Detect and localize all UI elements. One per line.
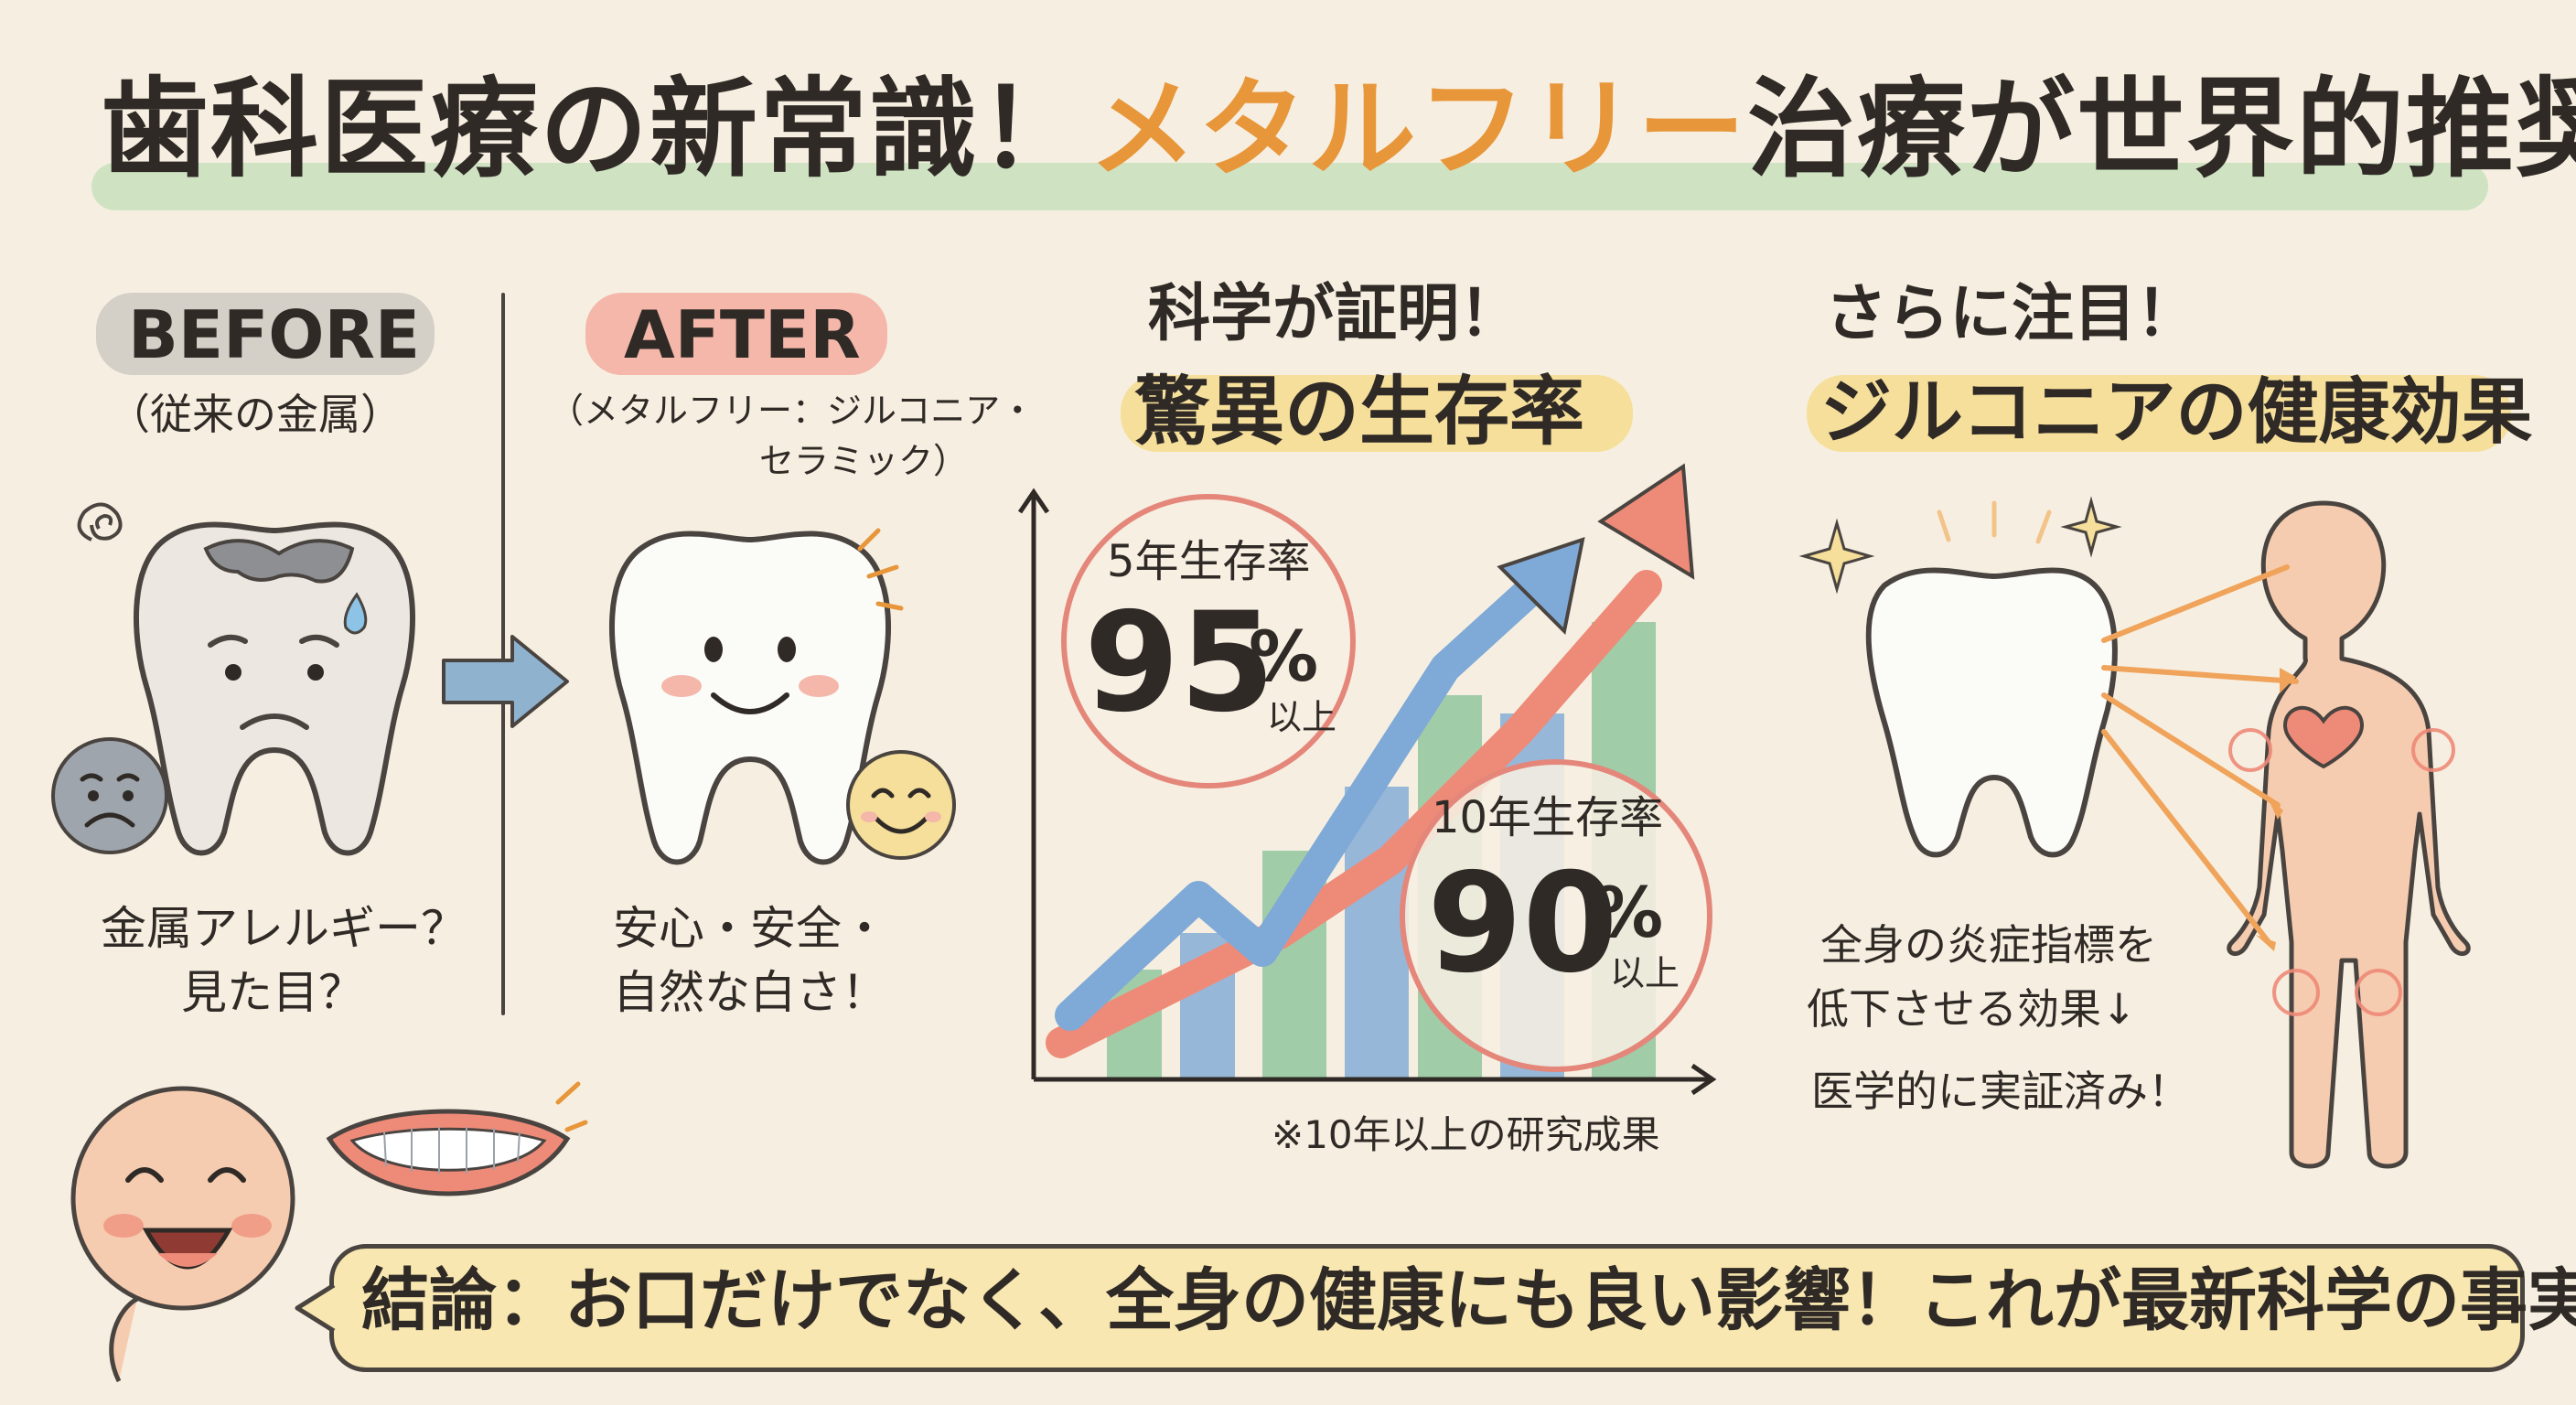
- stat-5yr-unit: %: [1249, 616, 1319, 697]
- health-caption-2: 低下させる効果↓: [1807, 984, 2137, 1034]
- stat-5yr-label: 5年生存率: [1107, 536, 1311, 587]
- before-heading-highlight: [96, 293, 435, 375]
- conclusion-pointer: [295, 1282, 336, 1334]
- smiling-mouth-icon: [326, 1081, 588, 1196]
- before-heading: BEFORE: [128, 296, 421, 373]
- after-heading-highlight: [585, 293, 887, 375]
- health-caption-3: 医学的に実証済み！: [1811, 1067, 2190, 1116]
- title-accent: メタルフリー: [1089, 66, 1748, 192]
- before-subtitle: （従来の金属）: [108, 390, 402, 439]
- before-after-divider: [501, 293, 505, 1015]
- science-footnote: ※10年以上の研究成果: [1272, 1112, 1660, 1157]
- stat-10yr-value: 90: [1427, 844, 1618, 1003]
- conclusion-text: 結論：お口だけでなく、全身の健康にも良い影響！これが最新科学の事実。: [361, 1261, 2576, 1340]
- science-heading-highlight: [1121, 375, 1633, 452]
- human-body-icon: [2227, 500, 2471, 1169]
- title-highlight: [91, 163, 2488, 210]
- conclusion-box: [329, 1244, 2525, 1372]
- arrow-right-icon: [442, 635, 569, 728]
- stat-10yr-unit: %: [1594, 872, 1664, 953]
- sparkling-tooth-icon: [1798, 496, 2122, 858]
- after-heading: AFTER: [624, 296, 861, 373]
- title-tail: 治療が世界的推奨: [1747, 66, 2576, 192]
- happy-tooth-icon: [608, 528, 904, 865]
- worried-tooth-icon: [77, 502, 416, 856]
- before-caption-1: 金属アレルギー？: [101, 902, 467, 955]
- after-subtitle-2: セラミック）: [759, 441, 969, 481]
- before-caption-2: 見た目？: [181, 966, 364, 1019]
- health-heading-2: ジルコニアの健康効果: [1820, 371, 2533, 454]
- stat-5yr-value: 95: [1084, 584, 1275, 743]
- smile-face-icon: [846, 750, 956, 860]
- health-ray-arrows: [2101, 564, 2299, 951]
- science-heading-1: 科学が証明！: [1148, 278, 1522, 350]
- science-heading-2: 驚異の生存率: [1134, 369, 1585, 456]
- after-subtitle-1: （メタルフリー：ジルコニア・: [549, 391, 1036, 431]
- after-caption-2: 自然な白さ！: [613, 966, 887, 1019]
- health-caption-1: 全身の炎症指標を: [1820, 920, 2157, 970]
- stat-5yr-suffix: 以上: [1267, 697, 1337, 737]
- heart-icon: [2283, 705, 2364, 769]
- title-main: 歯科医療の新常識！: [101, 66, 1089, 192]
- stat-10yr-badge: [1400, 759, 1712, 1072]
- health-heading-1: さらに注目！: [1825, 278, 2199, 350]
- stat-10yr-label: 10年生存率: [1432, 792, 1664, 843]
- smiling-person-icon: [70, 1086, 295, 1383]
- sad-face-icon: [51, 737, 168, 854]
- stat-5yr-badge: [1061, 494, 1356, 788]
- stat-10yr-suffix: 以上: [1610, 953, 1680, 993]
- page-title: 歯科医療の新常識！メタルフリー治療が世界的推奨: [101, 75, 2576, 183]
- after-caption-1: 安心・安全・: [613, 902, 887, 955]
- health-heading-highlight: [1807, 375, 2511, 452]
